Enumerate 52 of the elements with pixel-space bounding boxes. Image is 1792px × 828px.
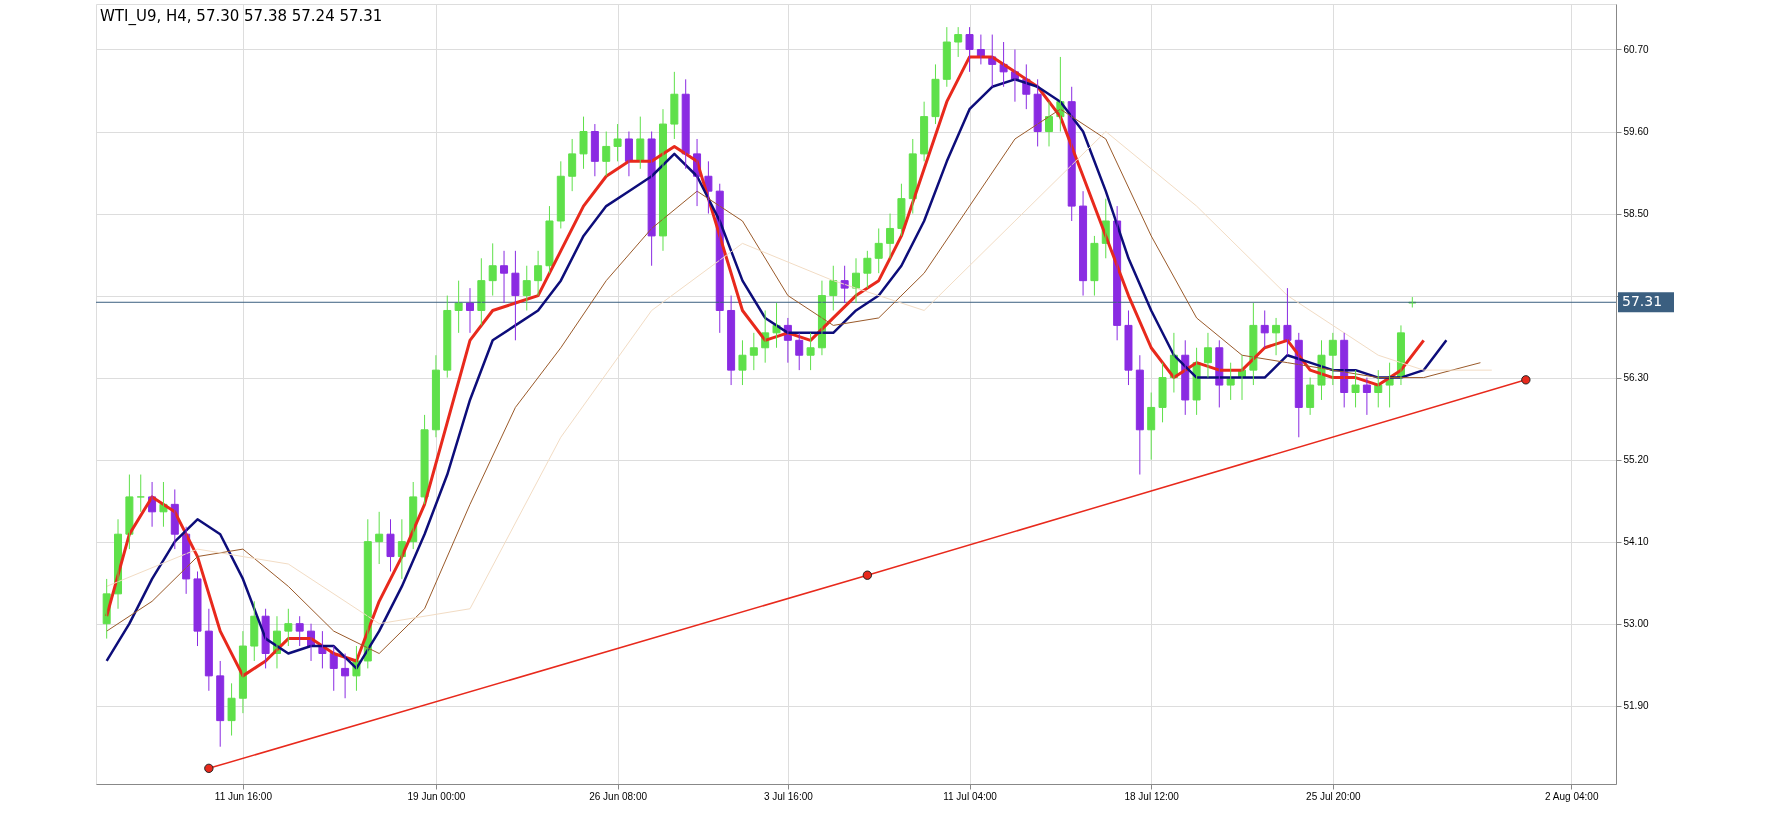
candlestick — [568, 138, 577, 192]
candlestick — [749, 332, 758, 371]
candlestick — [1351, 369, 1360, 408]
y-tick-label: 55.20 — [1623, 454, 1649, 466]
candlestick — [965, 26, 974, 73]
candlestick — [1283, 287, 1292, 356]
candlestick — [897, 183, 906, 237]
x-tick-label: 18 Jul 12:00 — [1124, 790, 1180, 802]
x-tick-label: 11 Jul 04:00 — [943, 790, 998, 802]
y-tick-label: 54.10 — [1623, 536, 1649, 548]
candlestick — [284, 608, 293, 647]
candlestick — [295, 615, 304, 647]
point — [862, 570, 873, 580]
y-tick-label: 56.30 — [1623, 372, 1649, 384]
candlestick — [1090, 235, 1099, 297]
candlestick — [386, 518, 395, 572]
candlestick — [806, 332, 815, 371]
candlestick — [840, 265, 849, 304]
candlestick — [125, 474, 134, 550]
y-tick-label: 51.90 — [1623, 700, 1649, 712]
x-tick-label: 25 Jul 20:00 — [1306, 790, 1362, 802]
candlestick — [579, 116, 588, 170]
candlestick — [511, 250, 520, 341]
candlestick — [420, 414, 429, 505]
x-tick-label: 19 Jun 00:00 — [407, 790, 466, 802]
candlestick — [647, 131, 656, 267]
y-tick-label: 59.60 — [1623, 126, 1649, 138]
point — [204, 763, 214, 774]
y-tick-label: 58.50 — [1623, 208, 1649, 220]
x-tick-label: 2 Aug 04:00 — [1545, 790, 1599, 802]
candlestick — [1260, 309, 1269, 349]
candlestick — [545, 205, 554, 274]
candlestick — [1124, 309, 1133, 386]
candlestick — [193, 570, 202, 647]
candlestick — [942, 26, 951, 88]
candlestick — [863, 250, 872, 289]
candlestick — [931, 63, 940, 125]
x-tick-label: 26 Jun 08:00 — [589, 790, 648, 802]
candlestick — [613, 123, 622, 162]
candlestick — [738, 339, 747, 386]
candlestick — [1249, 302, 1258, 386]
point — [1521, 375, 1531, 385]
ref-line-label: 57.31 — [1622, 293, 1663, 310]
y-tick-label: 60.70 — [1623, 43, 1649, 55]
x-tick-label: 3 Jul 16:00 — [763, 790, 814, 802]
x-tick-label: 11 Jun 16:00 — [214, 790, 273, 802]
candlestick — [1158, 362, 1167, 423]
candlestick — [954, 26, 963, 58]
candlestick — [454, 280, 463, 334]
candlestick — [227, 682, 236, 737]
y-tick-label: 53.00 — [1623, 618, 1649, 630]
chart-title: WTI_U9, H4, 57.30 57.38 57.24 57.31 — [100, 7, 383, 26]
